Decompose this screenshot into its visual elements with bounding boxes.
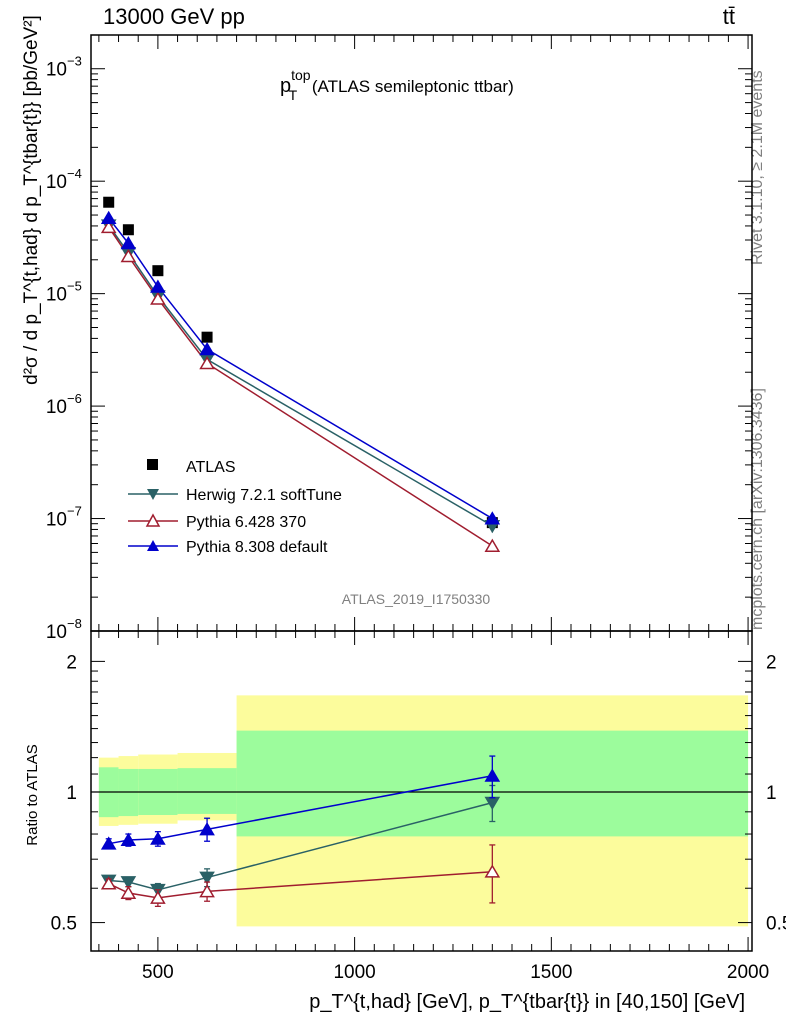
y-tick-label: 10 [46, 172, 67, 193]
rivet-version-label: Rivet 3.1.10, ≥ 2.1M events [749, 70, 766, 265]
header-energy-label: 13000 GeV pp [103, 4, 245, 29]
legend-label-atlas: ATLAS [186, 459, 236, 476]
y-tick-label: 10 [46, 397, 67, 418]
ratio-frame [90, 630, 753, 952]
legend-label-pythia8: Pythia 8.308 default [186, 539, 328, 556]
x-tick-label: 1500 [530, 962, 572, 983]
y-axis-label-ratio: Ratio to ATLAS [24, 744, 41, 845]
y-tick-exponent: −4 [67, 166, 82, 181]
plot-title-main: p [280, 75, 291, 97]
y-tick-label: 10 [46, 510, 67, 531]
x-tick-label: 1000 [333, 962, 375, 983]
y-tick-exponent: −3 [67, 54, 82, 69]
legend-marker-herwig [147, 489, 159, 500]
series-marker-1 [199, 356, 215, 370]
ratio-tick-label-right: 2 [766, 652, 777, 673]
ratio-tick-label-right: 0.5 [766, 914, 786, 935]
series-marker-2 [199, 341, 215, 356]
series-marker-2 [484, 511, 501, 525]
series-marker-2 [100, 210, 117, 225]
ratio-uncertainty-bands [98, 695, 749, 927]
main-panel: 10−310−410−510−610−710−8 ptop T (ATLAS se… [21, 15, 753, 643]
plot-title-sup: top [291, 67, 311, 83]
ratio-series-markers [100, 755, 501, 907]
ratio-marker-1 [120, 885, 137, 899]
legend-label-pythia6: Pythia 6.428 370 [186, 514, 306, 531]
x-axis-label: p_T^{t,had} [GeV], p_T^{tbar{t}} in [40,… [309, 991, 745, 1013]
y-axis-label-main: d²σ / d p_T^{t,had} d p_T^{tbar{t}} [pb/… [21, 15, 42, 385]
atlas-data-point [122, 224, 134, 236]
legend-marker-pythia6 [145, 513, 161, 527]
plot-title: ptop T (ATLAS semileptonic ttbar) [280, 67, 514, 103]
ratio-marker-1 [150, 890, 166, 904]
y-tick-label: 10 [46, 60, 67, 81]
plot-title-sub: T [289, 87, 298, 103]
ratio-tick-label: 0.5 [51, 914, 77, 935]
series-marker-2 [120, 236, 137, 250]
stat-uncertainty-band [177, 768, 237, 814]
header-process-label: tt̄ [723, 4, 735, 29]
plot-title-rest: (ATLAS semileptonic ttbar) [307, 77, 514, 96]
main-series-markers [100, 196, 501, 552]
main-axis-ticks: 10−310−410−510−610−710−8 [46, 54, 752, 643]
atlas-data-point [152, 265, 164, 277]
ratio-tick-label: 1 [66, 783, 77, 804]
ratio-marker-1 [100, 876, 117, 890]
analysis-id-label: ATLAS_2019_I1750330 [342, 591, 491, 607]
legend: ATLAS Herwig 7.2.1 softTune Pythia 6.428… [128, 459, 342, 556]
ratio-marker-0 [199, 871, 215, 885]
ratio-marker-2 [120, 832, 137, 846]
ratio-panel: 2 2 1 1 0.5 0.5 Ratio to ATLAS [24, 630, 786, 952]
series-marker-1 [150, 291, 166, 305]
y-tick-exponent: −5 [67, 279, 82, 294]
series-line-0 [108, 224, 493, 527]
atlas-data-point [201, 331, 213, 343]
y-tick-exponent: −6 [67, 391, 82, 406]
legend-marker-pythia8 [147, 540, 159, 551]
x-tick-label: 2000 [727, 962, 769, 983]
atlas-data-point [103, 196, 115, 208]
legend-label-herwig: Herwig 7.2.1 softTune [186, 487, 342, 504]
ratio-tick-label: 2 [66, 652, 77, 673]
ratio-marker-2 [150, 831, 166, 845]
mcplots-label: mcplots.cern.ch [arXiv:1306.3436] [749, 388, 766, 630]
series-marker-1 [484, 538, 501, 552]
y-tick-exponent: −8 [67, 616, 82, 631]
y-tick-label: 10 [46, 622, 67, 643]
ratio-marker-2 [100, 836, 117, 850]
series-marker-1 [120, 248, 137, 263]
legend-marker-atlas [147, 459, 158, 470]
series-line-2 [108, 217, 493, 520]
series-marker-2 [150, 279, 166, 293]
ratio-marker-1 [484, 864, 501, 878]
series-marker-1 [100, 219, 117, 234]
ratio-marker-1 [199, 884, 215, 898]
y-tick-label: 10 [46, 285, 67, 306]
ratio-marker-2 [199, 822, 215, 836]
x-axis-ticks: 500 1000 1500 2000 [98, 35, 769, 983]
ratio-axis-ticks: 2 2 1 1 0.5 0.5 [51, 652, 786, 934]
x-tick-label: 500 [142, 962, 174, 983]
ratio-tick-label-right: 1 [766, 783, 777, 804]
ratio-marker-0 [120, 876, 137, 890]
y-tick-exponent: −7 [67, 504, 82, 519]
ratio-marker-2 [484, 768, 501, 782]
